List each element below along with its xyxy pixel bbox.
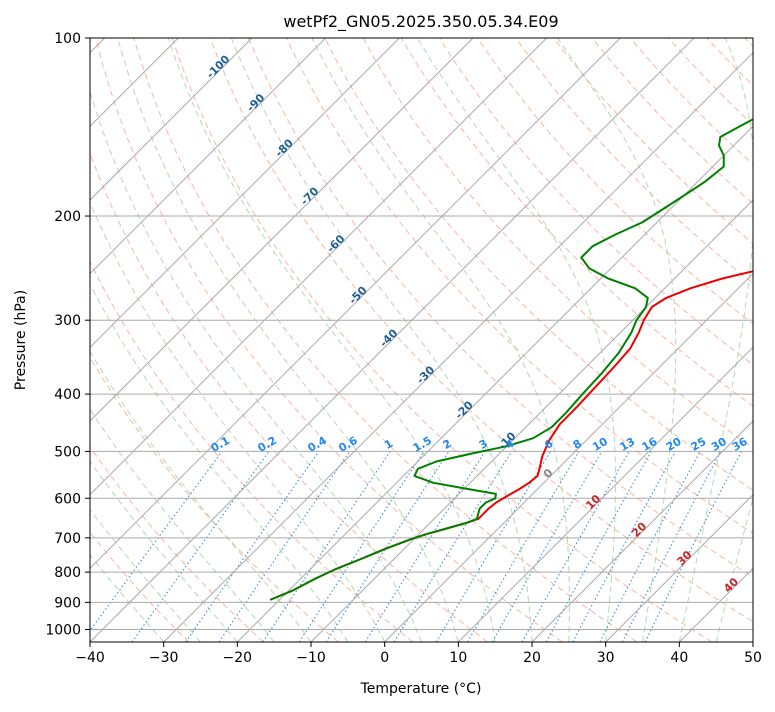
y-tick-label: 900 [54, 595, 81, 611]
y-tick-label: 500 [54, 444, 81, 460]
chart-title: wetPf2_GN05.2025.350.05.34.E09 [283, 12, 558, 32]
y-tick-label: 600 [54, 491, 81, 507]
y-tick-label: 1000 [45, 622, 81, 638]
x-tick-label: 20 [523, 650, 541, 666]
x-tick-label: 40 [670, 650, 688, 666]
y-tick-label: 300 [54, 313, 81, 329]
y-tick-label: 800 [54, 565, 81, 581]
y-tick-label: 100 [54, 31, 81, 47]
x-tick-label: 30 [597, 650, 615, 666]
x-axis-label: Temperature (°C) [360, 681, 482, 697]
x-tick-label: −40 [75, 650, 105, 666]
x-tick-label: 0 [380, 650, 389, 666]
y-tick-label: 400 [54, 387, 81, 403]
x-tick-label: 50 [744, 650, 762, 666]
x-tick-label: −20 [223, 650, 253, 666]
x-tick-label: 10 [449, 650, 467, 666]
y-axis-label: Pressure (hPa) [13, 290, 29, 390]
y-tick-label: 200 [54, 209, 81, 225]
y-tick-label: 700 [54, 531, 81, 547]
x-tick-label: −30 [149, 650, 179, 666]
x-tick-label: −10 [296, 650, 326, 666]
